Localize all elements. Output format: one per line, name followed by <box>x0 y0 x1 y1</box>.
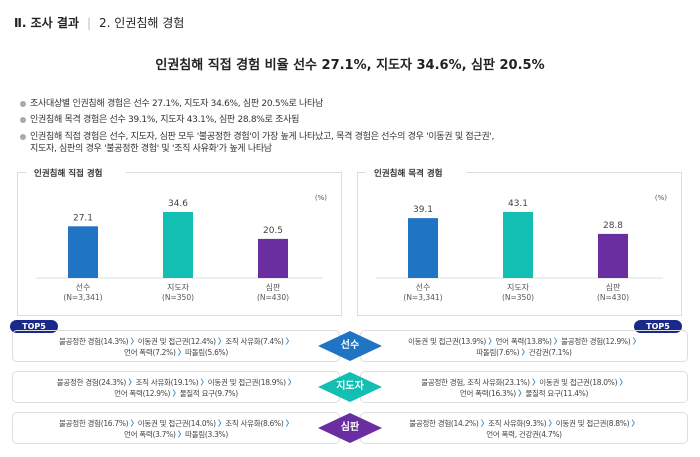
rank-item: 이동권 및 접근권(8.8%) <box>555 419 630 428</box>
top5-box-left: 불공정한 경험(24.3%) 〉조직 사유화(19.1%) 〉이동권 및 접근권… <box>12 371 340 403</box>
rank-item: 불공정한 경험(14.2%) <box>409 419 479 428</box>
section-label: Ⅱ. 조사 결과 <box>14 16 79 30</box>
rank-item: 언어 폭력(13.8%) <box>495 337 552 346</box>
category-label: 심판 <box>606 282 621 292</box>
category-label: 심판 <box>266 282 281 292</box>
rank-item: 이동권 및 접근권(18.9%) <box>207 378 286 387</box>
bar-지도자 <box>503 212 533 278</box>
chevron-right-icon: 〉 <box>126 378 136 387</box>
rank-item: 언어 폭력(3.7%) <box>123 430 176 439</box>
chevron-right-icon: 〉 <box>170 389 180 398</box>
chevron-right-icon: 〉 <box>175 430 186 439</box>
rank-item: 불공정한 경험(16.7%) <box>59 419 129 428</box>
bullet-item: 인권침해 목격 경험은 선수 39.1%, 지도자 43.1%, 심판 28.8… <box>20 114 299 126</box>
chevron-right-icon: 〉 <box>617 378 628 387</box>
sample-size-label: (N=350) <box>162 293 194 302</box>
top5-badge-witness: TOP5 <box>634 320 682 333</box>
rank-item: 따돌림(5.6%) <box>185 348 228 357</box>
rank-item: 언어 폭력(16.3%) <box>459 389 516 398</box>
sample-size-label: (N=3,341) <box>63 293 102 302</box>
chevron-right-icon: 〉 <box>529 378 540 387</box>
chevron-right-icon: 〉 <box>546 419 557 428</box>
top5-badge-direct: TOP5 <box>10 320 58 333</box>
chart-direct-experience: 인권침해 직접 경험 (%) 27.1 선수 (N=3,341) 34.6 지도자 (N=… <box>17 169 342 316</box>
rank-item: 따돌림(7.6%) <box>476 348 520 357</box>
rank-item: 이동권 및 접근권(18.0%) <box>539 378 618 387</box>
category-label: 지도자 <box>167 283 190 292</box>
data-label: 43.1 <box>508 199 528 209</box>
chevron-right-icon: 〉 <box>515 389 526 398</box>
rank-item: 불공정한 경험, 조직 사유화(23.1%) <box>421 378 530 387</box>
sample-size-label: (N=3,341) <box>403 293 442 302</box>
data-label: 28.8 <box>603 221 623 231</box>
sample-size-label: (N=430) <box>257 293 289 302</box>
chart-witness-experience: 인권침해 목격 경험 (%) 39.1 선수 (N=3,341) 43.1 지도자 (N=… <box>357 169 682 316</box>
data-label: 39.1 <box>413 205 433 215</box>
chevron-right-icon: 〉 <box>283 337 294 346</box>
bar-선수 <box>408 218 438 278</box>
rank-item: 따돌림(3.3%) <box>185 430 228 439</box>
bar-선수 <box>68 226 98 278</box>
sample-size-label: (N=350) <box>502 293 534 302</box>
chart-title: 인권침해 목격 경험 <box>374 169 443 179</box>
top5-box-right: 불공정한 경험(14.2%) 〉조직 사유화(9.3%) 〉이동권 및 접근권(… <box>360 412 688 444</box>
rank-item: 불공정한 경험(14.3%) <box>59 337 129 346</box>
divider: | <box>86 16 92 30</box>
category-label: 선수 <box>416 283 431 292</box>
bar-심판 <box>258 238 288 278</box>
bar-심판 <box>598 233 628 278</box>
bullet-item: 조사대상별 인권침해 경험은 선수 27.1%, 지도자 34.6%, 심판 2… <box>20 98 323 110</box>
chevron-right-icon: 〉 <box>630 337 641 346</box>
rank-item: 불공정한 경험(24.3%) <box>56 378 127 387</box>
rank-item: 언어 폭력(7.2%) <box>123 348 176 357</box>
top5-box-right: 이동권 및 접근권(13.9%) 〉언어 폭력(13.8%) 〉불공정한 경험(… <box>360 330 688 362</box>
rank-item: 이동권 및 접근권(14.0%) <box>137 419 216 428</box>
data-label: 34.6 <box>168 199 188 209</box>
rank-item: 물질적 요구(9.7%) <box>179 389 239 398</box>
chevron-right-icon: 〉 <box>283 419 294 428</box>
unit-label: (%) <box>314 194 327 202</box>
subsection-label: 2. 인권침해 경험 <box>99 16 185 30</box>
rank-item: 언어 폭력, 건강권(4.7%) <box>486 430 562 439</box>
rank-item: 조직 사유화(9.3%) <box>488 419 547 428</box>
chevron-right-icon: 〉 <box>486 337 496 346</box>
category-label: 선수 <box>76 283 91 292</box>
rank-item: 언어 폭력(12.9%) <box>114 389 171 398</box>
top5-box-left: 불공정한 경험(14.3%) 〉이동권 및 접근권(12.4%) 〉조직 사유화… <box>12 330 340 362</box>
top5-box-right: 불공정한 경험, 조직 사유화(23.1%) 〉이동권 및 접근권(18.0%)… <box>360 371 688 403</box>
chevron-right-icon: 〉 <box>285 378 296 387</box>
page-title: 인권침해 직접 경험 비율 선수 27.1%, 지도자 34.6%, 심판 20… <box>155 58 545 73</box>
chevron-right-icon: 〉 <box>175 348 186 357</box>
rank-item: 이동권 및 접근권(12.4%) <box>137 337 216 346</box>
unit-label: (%) <box>654 194 667 202</box>
chevron-right-icon: 〉 <box>198 378 209 387</box>
chart-title: 인권침해 직접 경험 <box>34 169 103 179</box>
bar-지도자 <box>163 212 193 278</box>
rank-item: 불공정한 경험(12.9%) <box>561 337 631 346</box>
chevron-right-icon: 〉 <box>215 419 226 428</box>
top5-box-left: 불공정한 경험(16.7%) 〉이동권 및 접근권(14.0%) 〉조직 사유화… <box>12 412 340 444</box>
rank-item: 물질적 요구(11.4%) <box>525 389 589 398</box>
rank-item: 조직 사유화(8.6%) <box>225 419 284 428</box>
chevron-right-icon: 〉 <box>478 419 489 428</box>
chevron-right-icon: 〉 <box>519 348 530 357</box>
rank-item: 건강권(7.1%) <box>528 348 572 357</box>
rank-item: 이동권 및 접근권(13.9%) <box>408 337 487 346</box>
data-label: 20.5 <box>263 226 283 236</box>
chevron-right-icon: 〉 <box>128 419 139 428</box>
data-label: 27.1 <box>73 213 93 223</box>
chevron-right-icon: 〉 <box>551 337 562 346</box>
sample-size-label: (N=430) <box>597 293 629 302</box>
chevron-right-icon: 〉 <box>128 337 139 346</box>
chevron-right-icon: 〉 <box>215 337 226 346</box>
chevron-right-icon: 〉 <box>629 419 640 428</box>
bullet-item: 인권침해 직접 경험은 선수, 지도자, 심판 모두 '불공정한 경험'이 가장… <box>20 131 494 155</box>
rank-item: 조직 사유화(19.1%) <box>135 378 199 387</box>
breadcrumb: Ⅱ. 조사 결과 | 2. 인권침해 경험 <box>14 14 184 31</box>
category-label: 지도자 <box>507 283 530 292</box>
rank-item: 조직 사유화(7.4%) <box>225 337 284 346</box>
